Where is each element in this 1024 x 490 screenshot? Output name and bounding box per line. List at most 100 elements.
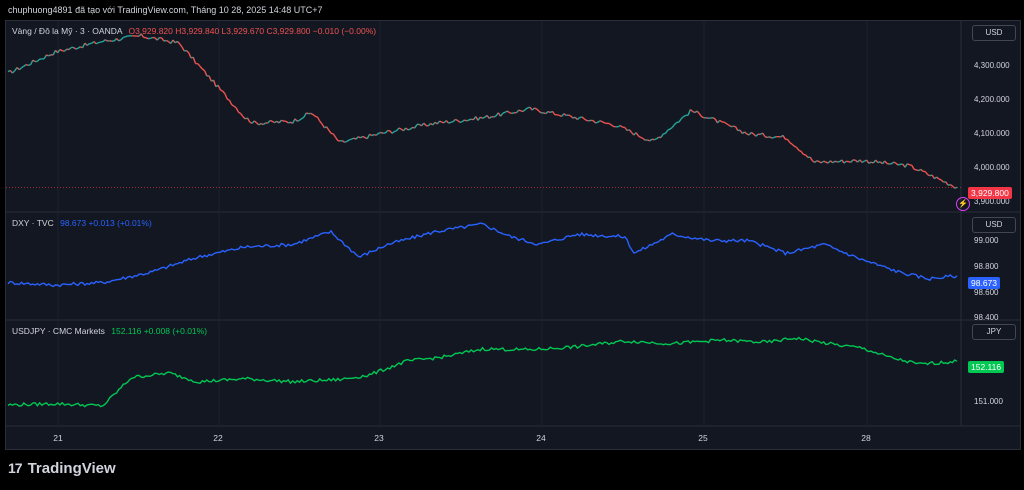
gold-candle bbox=[176, 40, 181, 45]
gold-candle bbox=[592, 120, 596, 124]
gold-candle bbox=[315, 115, 318, 118]
gold-candle bbox=[664, 129, 669, 134]
gold-candle bbox=[504, 110, 508, 113]
gold-candle bbox=[351, 137, 355, 140]
gold-candle bbox=[832, 160, 836, 164]
gold-candle bbox=[741, 131, 745, 135]
gold-candle bbox=[360, 135, 364, 139]
gold-candle bbox=[859, 159, 863, 163]
gold-candle bbox=[355, 136, 359, 140]
gold-candle bbox=[75, 47, 79, 50]
tradingview-wordmark: TradingView bbox=[27, 459, 116, 477]
gold-candle bbox=[823, 160, 827, 163]
gold-candle bbox=[212, 79, 217, 87]
gold-candle bbox=[25, 63, 29, 66]
gold-candle bbox=[312, 114, 316, 117]
chart-canvas[interactable] bbox=[6, 21, 1020, 449]
xaxis-tick: 25 bbox=[698, 433, 708, 443]
gold-candle bbox=[545, 111, 549, 115]
gold-candle bbox=[84, 42, 88, 46]
gold-candle bbox=[294, 118, 298, 122]
gold-candle bbox=[486, 115, 490, 119]
gold-candle bbox=[249, 121, 253, 124]
gold-candle bbox=[321, 123, 325, 129]
gold-candle bbox=[864, 159, 867, 162]
gold-candle bbox=[310, 112, 314, 116]
gold-candle bbox=[77, 46, 81, 49]
gold-candle bbox=[789, 141, 793, 145]
gold-candle bbox=[861, 160, 865, 164]
gold-candle bbox=[441, 121, 445, 124]
gold-candle bbox=[281, 119, 284, 122]
dxy-currency-badge[interactable]: USD bbox=[972, 217, 1016, 233]
gold-candle bbox=[576, 117, 581, 121]
gold-ytick: 4,300.000 bbox=[974, 61, 1010, 70]
gold-candle bbox=[660, 133, 664, 138]
gold-candle bbox=[599, 120, 603, 123]
gold-candle bbox=[371, 133, 375, 137]
gold-candle bbox=[357, 136, 361, 139]
gold-candle bbox=[303, 112, 307, 118]
gold-candle bbox=[163, 39, 167, 42]
gold-candle bbox=[635, 132, 639, 137]
gold-candle bbox=[274, 120, 278, 124]
gold-candle bbox=[335, 136, 339, 142]
gold-candle bbox=[272, 120, 275, 124]
gold-candle bbox=[568, 114, 571, 117]
gold-candle bbox=[258, 122, 262, 126]
gold-candle bbox=[262, 122, 267, 126]
gold-candle bbox=[748, 131, 752, 136]
gold-candle bbox=[884, 160, 888, 164]
gold-candle bbox=[430, 122, 434, 126]
gold-candle bbox=[712, 117, 716, 120]
gold-candle bbox=[423, 122, 427, 126]
gold-ohlc-values: O3,929.820 H3,929.840 L3,929.670 C3,929.… bbox=[128, 26, 377, 36]
gold-last-price-tag: 3,929.800 bbox=[968, 187, 1012, 199]
xaxis-tick: 21 bbox=[53, 433, 63, 443]
gold-candle bbox=[728, 124, 732, 128]
gold-candle bbox=[389, 130, 393, 134]
gold-candle bbox=[954, 186, 958, 189]
gold-candle bbox=[391, 130, 395, 134]
gold-symbol-name: Vàng / Đô la Mỹ · 3 · OANDA bbox=[12, 26, 123, 36]
jpy-values: 152.116 +0.008 (+0.01%) bbox=[111, 326, 208, 336]
gold-candle bbox=[409, 126, 413, 130]
jpy-currency-badge[interactable]: JPY bbox=[972, 324, 1016, 340]
gold-candle bbox=[744, 131, 748, 135]
tradingview-logo[interactable]: 17 TradingView bbox=[8, 458, 116, 478]
gold-candle bbox=[796, 146, 800, 151]
gold-candle bbox=[477, 116, 481, 121]
gold-candle bbox=[68, 46, 72, 51]
gold-candle bbox=[471, 118, 474, 121]
gold-candle bbox=[764, 136, 768, 139]
gold-candle bbox=[897, 163, 901, 166]
gold-candle bbox=[7, 69, 11, 73]
lightning-icon[interactable]: ⚡ bbox=[956, 197, 970, 211]
gold-candle bbox=[866, 159, 870, 164]
gold-candle bbox=[93, 41, 97, 45]
jpy-legend: USDJPY · CMC Markets 152.116 +0.008 (+0.… bbox=[12, 326, 207, 336]
gold-candle bbox=[102, 39, 106, 43]
gold-candle bbox=[466, 119, 470, 122]
gold-candle bbox=[28, 64, 31, 66]
gold-candle bbox=[734, 126, 739, 131]
gold-candle bbox=[150, 36, 153, 40]
chart-area[interactable]: Vàng / Đô la Mỹ · 3 · OANDA O3,929.820 H… bbox=[5, 20, 1021, 450]
gold-candle bbox=[306, 112, 309, 115]
gold-candle bbox=[786, 138, 791, 143]
gold-candle bbox=[547, 110, 551, 114]
gold-candle bbox=[380, 131, 384, 134]
gold-candle bbox=[123, 36, 126, 39]
gold-candle bbox=[651, 138, 655, 141]
gold-candle bbox=[551, 110, 556, 116]
gold-currency-badge[interactable]: USD bbox=[972, 25, 1016, 41]
gold-candle bbox=[647, 139, 650, 142]
gold-candle bbox=[870, 161, 874, 164]
gold-ytick: 3,900.000 bbox=[974, 197, 1010, 206]
gold-candle bbox=[520, 110, 524, 113]
gold-candle bbox=[617, 124, 621, 128]
gold-candle bbox=[834, 160, 838, 163]
gold-candle bbox=[579, 116, 583, 119]
gold-candle bbox=[398, 127, 402, 130]
gold-candle bbox=[57, 49, 61, 54]
